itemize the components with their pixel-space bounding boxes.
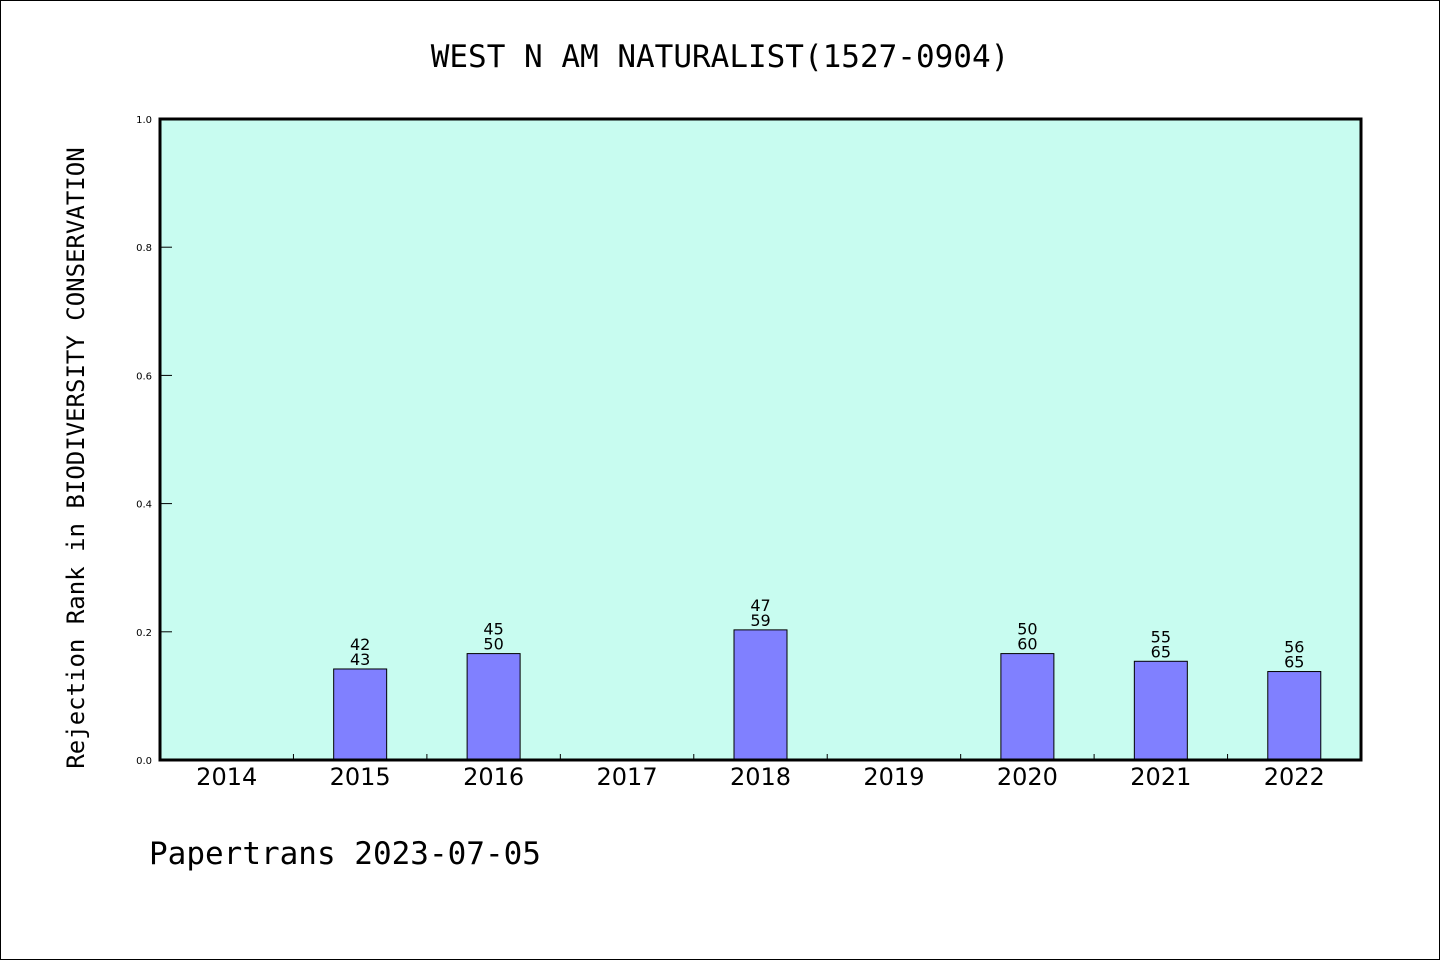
bar-2021 xyxy=(1133,660,1188,761)
bar-label-lower-2016: 50 xyxy=(483,635,503,654)
y-tick-label: 0.4 xyxy=(136,500,152,511)
x-tick-label-2019: 2019 xyxy=(863,763,924,791)
y-tick-label: 0.2 xyxy=(136,628,152,639)
y-tick-label: 0.8 xyxy=(136,243,152,254)
x-tick-label-2021: 2021 xyxy=(1130,763,1191,791)
bar-label-upper-2018: 47 xyxy=(750,596,770,615)
bar-label-lower-2015: 43 xyxy=(350,650,370,669)
x-tick-label-2022: 2022 xyxy=(1264,763,1325,791)
x-tick-label-2018: 2018 xyxy=(730,763,791,791)
bar-label-lower-2018: 59 xyxy=(750,611,770,630)
x-tick-label-2017: 2017 xyxy=(597,763,658,791)
bar-label-lower-2022: 65 xyxy=(1284,653,1304,672)
axis-ticks: 0.0 0.2 0.4 0.6 0.8 1.0 2014 2015 2016 2017 2018 20… xyxy=(136,115,1325,791)
bar-2020 xyxy=(1000,653,1055,761)
bar-label-upper-2021: 55 xyxy=(1151,627,1171,646)
y-tick-label: 1.0 xyxy=(136,115,152,126)
y-tick-label: 0.0 xyxy=(136,756,152,767)
bar-label-upper-2020: 50 xyxy=(1017,620,1037,639)
y-tick-label: 0.6 xyxy=(136,371,152,382)
bar-label-upper-2015: 42 xyxy=(350,635,370,654)
chart-title: WEST N AM NATURALIST(1527-0904) xyxy=(431,39,1010,75)
x-tick-label-2015: 2015 xyxy=(330,763,391,791)
x-tick-label-2014: 2014 xyxy=(196,763,257,791)
bar-label-lower-2020: 60 xyxy=(1017,635,1037,654)
bar-label-upper-2022: 56 xyxy=(1284,638,1304,657)
y-axis-label: Rejection Rank in BIODIVERSITY CONSERVAT… xyxy=(62,147,90,768)
bar-label-lower-2021: 65 xyxy=(1151,642,1171,661)
x-tick-label-2016: 2016 xyxy=(463,763,524,791)
bar-2018 xyxy=(733,629,788,761)
footer-date-stamp: Papertrans 2023-07-05 xyxy=(149,836,541,872)
bar-2015 xyxy=(333,668,388,761)
x-tick-label-2020: 2020 xyxy=(997,763,1058,791)
bar-2016 xyxy=(466,653,521,761)
plot-border xyxy=(158,117,1363,762)
bar-2022 xyxy=(1267,671,1322,761)
bar-label-upper-2016: 45 xyxy=(483,620,503,639)
